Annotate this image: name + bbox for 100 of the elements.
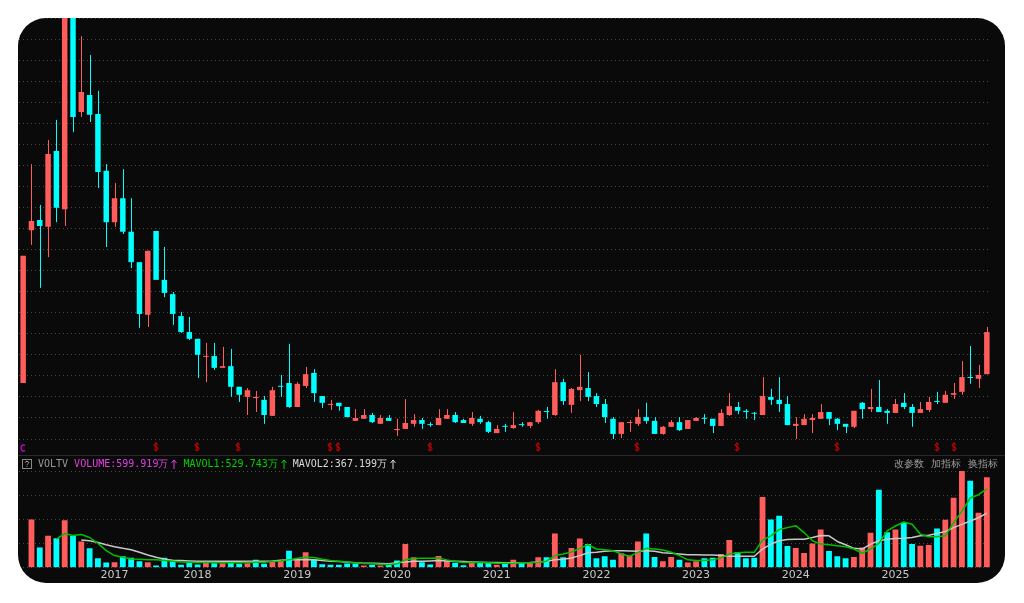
candlestick <box>975 364 982 389</box>
candlestick <box>178 311 184 334</box>
bar <box>917 545 924 568</box>
x-tick-label: 2017 <box>100 568 129 582</box>
text: 加指标 <box>931 456 961 471</box>
bar <box>983 477 990 568</box>
bar <box>551 533 558 568</box>
bar <box>452 562 459 568</box>
bar <box>186 562 193 568</box>
bar <box>86 548 93 568</box>
x-tick-label: 2025 <box>881 568 910 582</box>
bar <box>834 556 841 568</box>
bar <box>693 561 699 568</box>
x-tick-label: 2023 <box>682 568 711 582</box>
bar <box>900 522 907 568</box>
candlestick <box>286 343 292 409</box>
bar <box>950 497 957 568</box>
bar <box>45 535 51 568</box>
bar <box>70 535 76 568</box>
x-tick-label: 2020 <box>383 568 411 582</box>
candlestick <box>161 246 168 298</box>
text: VOLTV <box>38 458 69 469</box>
bar <box>842 558 849 568</box>
bar <box>826 551 832 568</box>
candlestick <box>194 338 201 379</box>
bar <box>601 556 608 568</box>
candlestick <box>601 398 608 424</box>
bar <box>967 480 974 568</box>
candlestick <box>784 395 791 426</box>
candlestick <box>560 378 566 406</box>
candlestick <box>543 406 550 420</box>
bar <box>942 519 949 568</box>
candlestick <box>169 291 176 326</box>
text: 改参数 <box>894 456 924 471</box>
bar <box>211 563 218 568</box>
bar <box>959 471 965 568</box>
bar <box>776 515 783 568</box>
candlestick <box>701 413 708 425</box>
bar <box>626 555 633 568</box>
candlestick <box>909 403 915 428</box>
text: MAVOL2:367.199万 <box>292 456 387 471</box>
x-tick-label: 2021 <box>482 568 511 582</box>
bar <box>419 562 425 568</box>
candlestick <box>37 204 43 289</box>
bar <box>743 558 749 568</box>
candlestick <box>327 399 334 411</box>
bar <box>95 558 101 568</box>
bar <box>53 538 60 568</box>
candlestick <box>959 360 965 396</box>
bar <box>78 541 85 568</box>
candlestick <box>311 368 317 403</box>
bar <box>767 519 774 568</box>
candlestick <box>585 371 591 402</box>
candlestick <box>876 379 882 413</box>
bar <box>934 528 940 568</box>
bar <box>925 545 932 568</box>
bar <box>701 558 708 568</box>
candlestick <box>111 182 118 228</box>
bar <box>875 489 882 568</box>
x-tick-label: 2024 <box>781 568 810 582</box>
candlestick <box>86 54 93 123</box>
bar <box>909 544 915 568</box>
candlestick <box>294 381 301 408</box>
candlestick <box>277 374 284 398</box>
bar <box>884 532 891 568</box>
candlestick <box>203 342 209 383</box>
candlestick <box>244 387 251 416</box>
bar <box>792 548 799 568</box>
bar <box>643 533 650 568</box>
candlestick <box>643 402 649 425</box>
bar <box>668 556 675 568</box>
candlestick <box>967 345 973 385</box>
bar <box>817 529 824 568</box>
bar <box>36 547 43 568</box>
candlestick <box>186 316 193 341</box>
bar <box>751 557 758 568</box>
candlestick <box>219 346 226 369</box>
candlestick <box>302 366 309 389</box>
bar <box>61 520 68 568</box>
candlestick <box>577 354 583 402</box>
bar <box>319 564 326 568</box>
candlestick <box>793 416 799 440</box>
candlestick <box>610 416 616 440</box>
x-tick-label: 2022 <box>582 568 611 582</box>
bar <box>635 541 641 568</box>
candlestick <box>776 376 782 413</box>
candlestick <box>726 392 733 417</box>
candlestick <box>759 376 766 416</box>
text: VOLUME:599.919万 <box>74 456 169 471</box>
candlestick <box>626 419 633 433</box>
candlestick <box>934 391 940 405</box>
bar <box>618 553 625 568</box>
x-tick-label: 2019 <box>283 568 312 582</box>
bar <box>144 562 151 568</box>
candlestick <box>78 35 85 118</box>
candlestick <box>261 395 267 425</box>
bar <box>593 558 600 568</box>
bar <box>809 543 816 568</box>
x-tick-label: 2018 <box>183 568 212 582</box>
candlestick <box>402 398 409 430</box>
